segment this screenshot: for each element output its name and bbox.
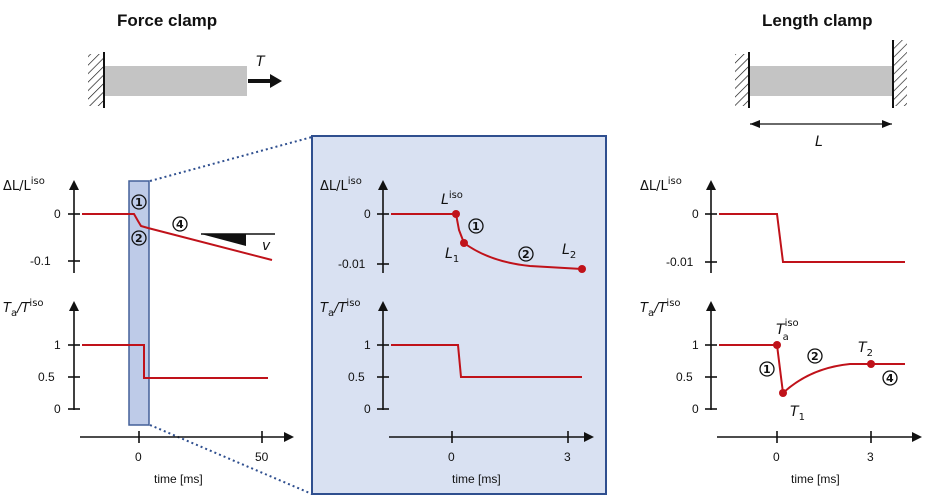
label-T1: T1 bbox=[790, 404, 805, 423]
inset-t-tick-1: 1 bbox=[364, 338, 371, 352]
inset-panel bbox=[311, 135, 607, 495]
left-time-label: time [ms] bbox=[154, 472, 203, 486]
svg-text:4: 4 bbox=[176, 218, 184, 231]
label-L-iso: Liso bbox=[441, 190, 463, 208]
svg-text:Ta/Tiso: Ta/Tiso bbox=[640, 298, 681, 319]
svg-text:ΔL/Liso: ΔL/Liso bbox=[640, 176, 682, 194]
svg-text:ΔL/Liso: ΔL/Liso bbox=[3, 176, 45, 194]
inset-dl-tick-neg: -0.01 bbox=[338, 257, 366, 271]
right-dl-trace bbox=[719, 213, 905, 263]
left-t-tick-1: 1 bbox=[54, 338, 61, 352]
inset-time-label: time [ms] bbox=[452, 472, 501, 486]
inset-dl-tick-0: 0 bbox=[364, 207, 371, 221]
left-circle-2: 2 bbox=[131, 230, 147, 246]
right-time-tick-3: 3 bbox=[867, 450, 874, 464]
inset-circle-2: 2 bbox=[518, 246, 534, 262]
left-circle-1: 1 bbox=[131, 194, 147, 210]
left-dl-trace bbox=[82, 213, 273, 261]
length-symbol: L bbox=[815, 134, 823, 150]
left-time-tick-50: 50 bbox=[255, 450, 269, 464]
left-t-trace bbox=[82, 344, 268, 379]
length-clamp-title: Length clamp bbox=[762, 11, 873, 30]
point-T-iso bbox=[773, 341, 781, 349]
right-circle-4: 4 bbox=[882, 370, 898, 386]
right-t-tick-1: 1 bbox=[692, 338, 699, 352]
right-t-tick-05: 0.5 bbox=[676, 370, 693, 384]
left-dl-tick-neg: -0.1 bbox=[30, 254, 51, 268]
left-t-tick-05: 0.5 bbox=[38, 370, 55, 384]
svg-text:4: 4 bbox=[886, 372, 894, 385]
inset-time-tick-3: 3 bbox=[564, 450, 571, 464]
svg-text:1: 1 bbox=[763, 363, 771, 376]
inset-circle-1: 1 bbox=[468, 218, 484, 234]
velocity-label: v bbox=[262, 238, 271, 254]
left-time-tick-0: 0 bbox=[135, 450, 142, 464]
right-t-tick-0: 0 bbox=[692, 402, 699, 416]
label-L2: L2 bbox=[562, 242, 576, 261]
right-circle-2: 2 bbox=[807, 348, 823, 364]
label-T2: T2 bbox=[858, 340, 873, 359]
right-dl-axis-label: ΔL/Liso bbox=[640, 176, 682, 194]
inset-dl-axis-label: ΔL/Liso bbox=[320, 176, 362, 194]
left-t-axis-label: Ta/Tiso bbox=[3, 298, 44, 319]
inset-t-trace bbox=[391, 344, 582, 378]
point-L1 bbox=[460, 239, 468, 247]
force-clamp-title: Force clamp bbox=[117, 11, 217, 30]
svg-text:1: 1 bbox=[472, 220, 480, 233]
zoom-highlight bbox=[128, 180, 150, 426]
point-L-iso bbox=[452, 210, 460, 218]
inset-t-tick-05: 0.5 bbox=[348, 370, 365, 384]
label-L1: L1 bbox=[445, 246, 459, 265]
left-circle-4: 4 bbox=[172, 216, 188, 232]
inset-time-tick-0: 0 bbox=[448, 450, 455, 464]
svg-text:ΔL/Liso: ΔL/Liso bbox=[320, 176, 362, 194]
force-symbol: T bbox=[256, 54, 266, 70]
label-T-iso: Tiso a bbox=[776, 318, 799, 343]
svg-text:2: 2 bbox=[135, 232, 143, 245]
inset-t-axis-label: Ta/Tiso bbox=[320, 298, 361, 319]
right-time-label: time [ms] bbox=[791, 472, 840, 486]
right-dl-tick-0: 0 bbox=[692, 207, 699, 221]
inset-t-tick-0: 0 bbox=[364, 402, 371, 416]
velocity-slope bbox=[201, 234, 246, 246]
left-dl-axis-label: ΔL/Liso bbox=[3, 176, 45, 194]
left-t-tick-0: 0 bbox=[54, 402, 61, 416]
right-circle-1: 1 bbox=[759, 361, 775, 377]
point-T2 bbox=[867, 360, 875, 368]
point-L2 bbox=[578, 265, 586, 273]
right-time-tick-0: 0 bbox=[773, 450, 780, 464]
svg-text:1: 1 bbox=[135, 196, 143, 209]
zoom-line-bottom bbox=[149, 424, 313, 495]
svg-text:Ta/Tiso: Ta/Tiso bbox=[320, 298, 361, 319]
zoom-line-top bbox=[149, 136, 313, 182]
force-clamp-schematic bbox=[88, 52, 282, 108]
left-dl-tick-0: 0 bbox=[54, 207, 61, 221]
right-t-axis-label: Ta/Tiso bbox=[640, 298, 681, 319]
inset-dl-trace bbox=[391, 213, 583, 270]
svg-text:2: 2 bbox=[522, 248, 530, 261]
svg-text:Ta/Tiso: Ta/Tiso bbox=[3, 298, 44, 319]
point-T1 bbox=[779, 389, 787, 397]
svg-text:2: 2 bbox=[811, 350, 819, 363]
right-dl-tick-neg: -0.01 bbox=[666, 255, 694, 269]
length-clamp-schematic bbox=[735, 40, 907, 128]
